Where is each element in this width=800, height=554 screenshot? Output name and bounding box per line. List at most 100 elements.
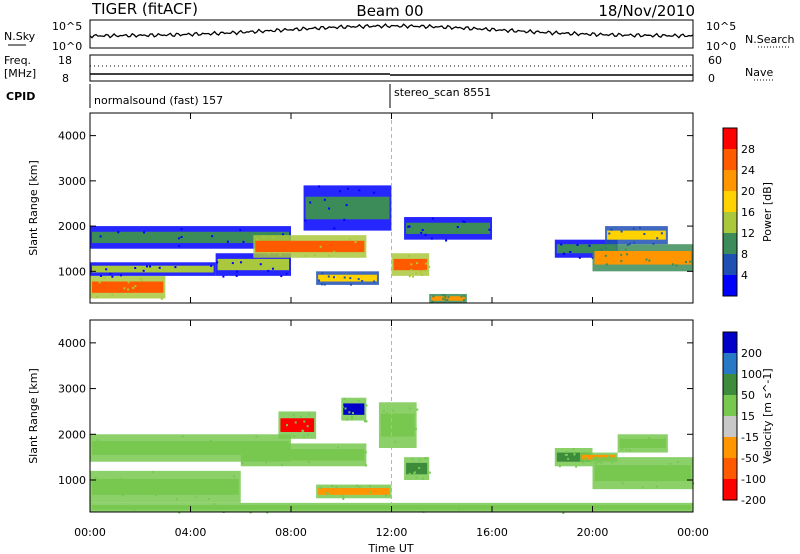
nsky-tick-bottom: 10^0 (52, 40, 82, 53)
velocity-band-speck (134, 509, 137, 511)
power-band-speck (578, 256, 581, 259)
xtick-label: 12:00 (376, 526, 408, 539)
velocity-band-speck (619, 444, 622, 447)
velocity-band-speck (119, 477, 122, 480)
power-band-speck (430, 237, 433, 240)
power-band-speck (373, 280, 376, 283)
velocity-band-speck (326, 492, 329, 494)
velocity-colorbar-label: Velocity [m s^-1] (761, 368, 774, 463)
power-ytick-label: 2000 (58, 220, 86, 233)
power-band-speck (361, 280, 364, 282)
power-band-speck (174, 266, 177, 269)
power-band-speck (441, 294, 444, 297)
power-band-speck (428, 265, 431, 268)
velocity-band-speck (644, 444, 647, 447)
power-band-speck (671, 263, 674, 266)
power-band-speck (462, 299, 465, 302)
velocity-band-speck (564, 453, 567, 456)
power-colorbar-swatch (723, 149, 737, 170)
power-band-speck (569, 251, 572, 253)
velocity-band-speck (422, 477, 424, 480)
freq-tick-top: 18 (58, 54, 72, 67)
velocity-band-speck (294, 421, 297, 424)
velocity-band-speck (408, 407, 411, 410)
velocity-ytick-label: 3000 (58, 383, 86, 396)
velocity-band-speck (636, 469, 639, 472)
velocity-band-speck (335, 486, 338, 489)
power-band-core (431, 296, 465, 301)
velocity-band-speck (590, 460, 593, 463)
velocity-band-speck (660, 477, 662, 480)
velocity-band-speck (173, 489, 176, 492)
xtick-label: 00:00 (74, 526, 106, 539)
power-band-speck (608, 232, 611, 235)
velocity-band-speck (207, 498, 210, 500)
velocity-band-speck (301, 429, 304, 432)
velocity-band-speck (342, 495, 345, 498)
cpid-label: CPID (6, 90, 35, 103)
velocity-band-speck (175, 498, 178, 501)
nsearch-label: N.Search (745, 33, 795, 46)
power-band-speck (160, 297, 163, 300)
velocity-band-speck (625, 448, 628, 451)
power-band-speck (216, 261, 219, 264)
power-band-speck (328, 254, 330, 257)
velocity-band-speck (345, 418, 348, 421)
velocity-band-speck (392, 429, 395, 432)
velocity-band-speck (336, 446, 339, 449)
power-band-speck (456, 226, 459, 228)
velocity-band-speck (343, 397, 346, 400)
power-band-speck (645, 258, 648, 261)
nsky-tick-top: 10^5 (52, 20, 82, 33)
power-band-speck (432, 295, 435, 298)
power-band-speck (626, 253, 628, 256)
velocity-band-speck (241, 462, 244, 465)
power-colorbar-tick: 12 (741, 227, 755, 240)
velocity-band-speck (151, 471, 154, 474)
power-band-speck (180, 228, 183, 231)
power-band-1 (90, 262, 216, 278)
velocity-band-speck (415, 476, 418, 479)
power-band-speck (424, 233, 427, 236)
power-band-speck (343, 218, 346, 221)
power-band-speck (111, 275, 114, 278)
power-band-speck (103, 277, 106, 279)
velocity-band-speck (281, 463, 283, 466)
power-band-speck (327, 275, 330, 278)
power-colorbar-tick: 20 (741, 185, 755, 198)
velocity-band-speck (272, 458, 275, 461)
velocity-band-speck (620, 439, 623, 442)
power-band-speck (323, 198, 326, 201)
velocity-band-5 (341, 397, 368, 423)
power-band-speck (357, 278, 360, 281)
power-band-speck (272, 236, 275, 238)
power-band-speck (132, 286, 135, 289)
power-band-speck (416, 262, 419, 265)
power-band-speck (488, 228, 491, 231)
power-colorbar-tick: 16 (741, 206, 755, 219)
power-band-core (92, 265, 214, 273)
velocity-band-speck (358, 486, 361, 489)
freq-unit-label: [MHz] (4, 67, 36, 80)
power-band-speck (410, 269, 413, 272)
power-band-speck (421, 229, 424, 231)
power-band-speck (109, 272, 112, 275)
power-band-speck (127, 281, 130, 284)
power-band-speck (100, 274, 102, 277)
velocity-band-7 (378, 402, 419, 448)
velocity-band-4 (278, 411, 317, 439)
power-band-speck (95, 295, 98, 298)
velocity-band-core (380, 413, 415, 437)
velocity-colorbar-tick: -200 (741, 494, 766, 507)
xtick-label: 20:00 (577, 526, 609, 539)
velocity-band-speck (365, 420, 368, 423)
power-band-speck (421, 273, 424, 276)
power-colorbar-tick: 28 (741, 143, 755, 156)
nave-tick-bottom: 0 (708, 72, 715, 85)
velocity-band-core (318, 488, 390, 495)
velocity-band-speck (351, 418, 354, 420)
velocity-band-speck (620, 448, 623, 451)
power-colorbar-swatch (723, 170, 737, 191)
power-band-8 (404, 217, 492, 242)
power-band-speck (267, 269, 270, 272)
